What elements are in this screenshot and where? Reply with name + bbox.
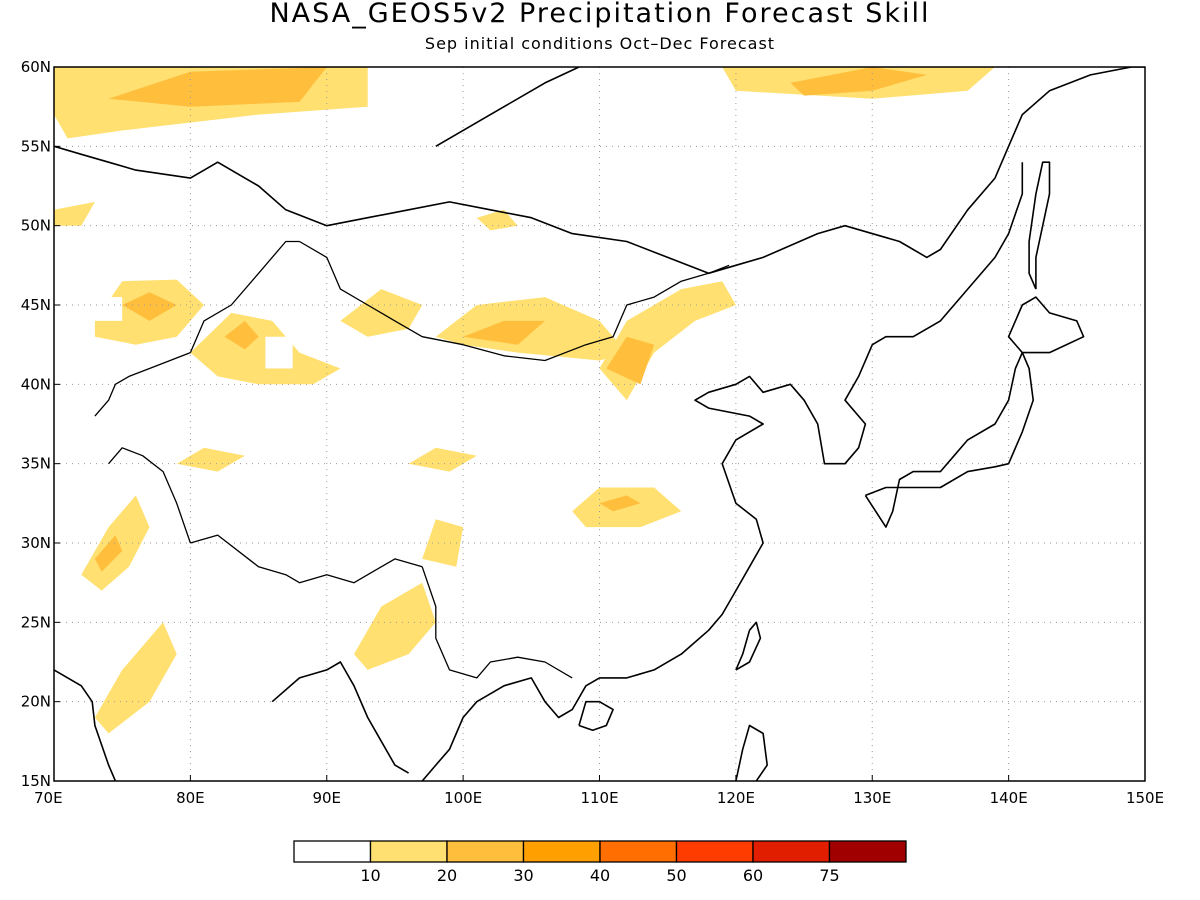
skill-region-qinghai bbox=[408, 447, 477, 472]
lon-tick-label: 70E bbox=[34, 789, 63, 807]
country-border bbox=[299, 240, 730, 362]
gridlines bbox=[54, 67, 1145, 781]
lon-tick-label: 100E bbox=[444, 789, 482, 807]
lat-tick-label: 45N bbox=[21, 296, 51, 314]
page-title: NASA_GEOS5v2 Precipitation Forecast Skil… bbox=[269, 0, 931, 29]
country-border bbox=[94, 351, 191, 417]
skill-region-siberia-west-core bbox=[108, 67, 327, 107]
country-border bbox=[189, 240, 300, 353]
coastlines bbox=[54, 67, 1145, 781]
lon-tick-label: 90E bbox=[312, 789, 341, 807]
country-border bbox=[421, 566, 573, 679]
colorbar-label: 40 bbox=[590, 866, 610, 885]
lon-tick-label: 120E bbox=[717, 789, 755, 807]
lat-tick-label: 40N bbox=[21, 375, 51, 393]
country-border bbox=[108, 447, 192, 544]
coastline bbox=[735, 621, 762, 671]
colorbar-swatch bbox=[752, 840, 831, 863]
coastline bbox=[54, 669, 117, 781]
coastline bbox=[578, 700, 614, 732]
coastline bbox=[421, 162, 1024, 781]
lat-tick-label: 60N bbox=[21, 58, 51, 76]
lat-tick-label: 15N bbox=[21, 772, 51, 790]
latitude-axis: 60N 55N 50N 45N 40N 35N 30N 25N 20N 15N bbox=[21, 58, 60, 790]
skill-region-central-india bbox=[94, 622, 177, 734]
coastline bbox=[435, 67, 580, 147]
colorbar-label: 30 bbox=[513, 866, 533, 885]
colorbar-label: 10 bbox=[360, 866, 380, 885]
skill-region-east-siberia-core bbox=[790, 67, 927, 96]
skill-fill-layer bbox=[54, 67, 995, 734]
skill-region-bengal bbox=[354, 582, 436, 670]
colorbar-swatch bbox=[599, 840, 678, 863]
lon-tick-label: 110E bbox=[580, 789, 618, 807]
colorbar-swatch bbox=[293, 840, 372, 863]
skill-region-kazakh-north bbox=[54, 201, 95, 226]
masked-data-layer bbox=[94, 297, 293, 369]
coastline bbox=[864, 351, 1034, 528]
lon-tick-label: 80E bbox=[176, 789, 205, 807]
colorbar-swatch bbox=[369, 840, 448, 863]
colorbar-swatch bbox=[522, 840, 601, 863]
masked-white-box-1 bbox=[94, 297, 123, 321]
skill-region-inner-mongolia bbox=[599, 281, 736, 401]
coastline bbox=[271, 661, 410, 774]
lon-tick-label: 150E bbox=[1126, 789, 1164, 807]
skill-region-north-mongolia bbox=[476, 209, 518, 231]
lat-tick-label: 25N bbox=[21, 613, 51, 631]
coastline bbox=[1007, 296, 1085, 354]
skill-region-west-india-core bbox=[94, 535, 123, 572]
lat-tick-label: 50N bbox=[21, 217, 51, 235]
lon-tick-label: 130E bbox=[853, 789, 891, 807]
colorbar-label: 50 bbox=[666, 866, 686, 885]
skill-region-kazakh-central-core bbox=[122, 292, 177, 321]
colorbar-label: 60 bbox=[743, 866, 763, 885]
coastline bbox=[54, 67, 1145, 275]
skill-region-inner-mongolia-core bbox=[606, 336, 655, 385]
skill-region-mongolia-central-core bbox=[463, 320, 545, 345]
lat-tick-label: 35N bbox=[21, 455, 51, 473]
skill-region-west-tibet bbox=[176, 447, 245, 472]
lon-tick-label: 140E bbox=[990, 789, 1028, 807]
longitude-axis: 70E 80E 90E 100E 110E 120E 130E 140E 150E bbox=[34, 775, 1164, 807]
colorbar-label: 75 bbox=[819, 866, 839, 885]
colorbar-swatch bbox=[675, 840, 754, 863]
colorbar-swatch bbox=[828, 840, 907, 863]
colorbar-swatch bbox=[446, 840, 525, 863]
lat-tick-label: 30N bbox=[21, 534, 51, 552]
country-border bbox=[190, 534, 423, 584]
skill-region-tibet-east bbox=[422, 519, 464, 567]
country-borders bbox=[94, 240, 730, 679]
masked-white-box-2 bbox=[265, 336, 293, 369]
coastline bbox=[1028, 161, 1051, 290]
colorbar-label: 20 bbox=[437, 866, 457, 885]
skill-region-sichuan-core bbox=[599, 495, 641, 512]
lat-tick-label: 55N bbox=[21, 137, 51, 155]
coastline bbox=[735, 724, 769, 781]
lat-tick-label: 20N bbox=[21, 693, 51, 711]
skill-region-tianshan-core bbox=[224, 320, 259, 350]
page-subtitle: Sep initial conditions Oct–Dec Forecast bbox=[424, 34, 776, 53]
colorbar: 10 20 30 40 50 60 75 bbox=[293, 840, 907, 885]
